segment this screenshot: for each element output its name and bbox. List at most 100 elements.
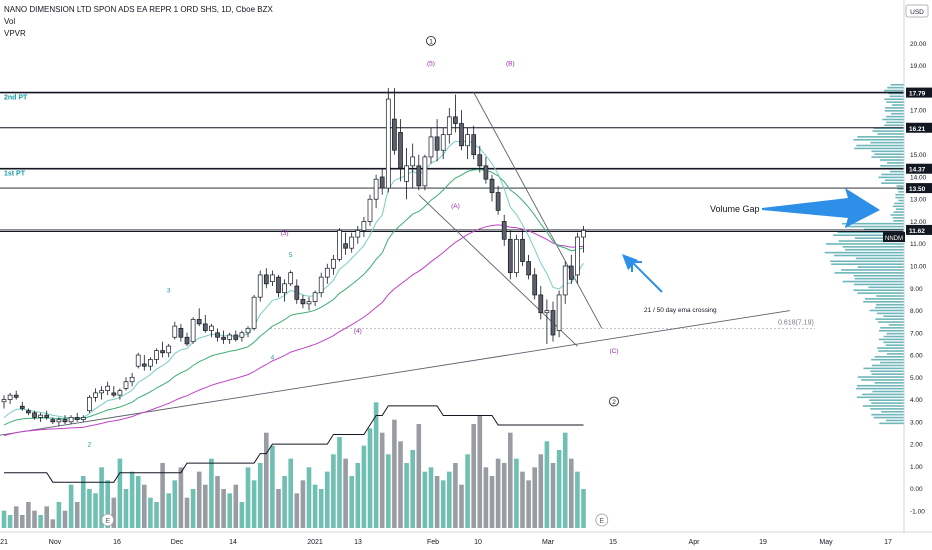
vpvr-bar — [897, 188, 904, 190]
volume-bar — [373, 402, 379, 528]
candle-body — [575, 236, 580, 276]
volume-average-line — [4, 405, 584, 483]
volume-bar — [294, 493, 300, 528]
wave-label: (A) — [451, 203, 460, 210]
price-tag-bg — [906, 87, 932, 98]
candle-body — [416, 165, 422, 187]
vpvr-bar — [841, 222, 904, 225]
volume-bar — [99, 467, 104, 528]
volume-bar — [306, 467, 312, 528]
vpvr-bar — [834, 254, 904, 257]
candle-body — [355, 230, 361, 238]
earnings-label: E — [599, 518, 604, 525]
vpvr-bar — [853, 138, 904, 141]
candle-body — [331, 258, 336, 269]
price-tick: 12.00 — [910, 219, 927, 226]
vpvr-bar — [870, 141, 904, 144]
wave-label: 1 — [429, 38, 433, 45]
volume-bar — [135, 476, 141, 528]
vpvr-bar — [894, 202, 904, 205]
candle-body — [19, 405, 25, 409]
vpvr-bar — [869, 309, 904, 312]
volume-bar — [7, 515, 13, 528]
candle-body — [26, 410, 31, 414]
volume-bar — [1, 510, 7, 528]
price-tick: 2.00 — [910, 442, 923, 449]
vpvr-bar — [871, 373, 904, 375]
vpvr-bar — [886, 115, 904, 118]
volume-bar — [447, 471, 452, 528]
vpvr-bar — [875, 306, 904, 309]
vpvr-bar — [896, 185, 904, 187]
vpvr-bar — [895, 208, 904, 211]
price-tag: 13.50 — [909, 186, 926, 193]
symbol-tag-bg — [883, 232, 905, 243]
fib-label: 0.618(7.19) — [778, 320, 814, 327]
time-tick: Nov — [49, 539, 62, 546]
volume-bar — [172, 480, 178, 528]
price-tick: 7.00 — [910, 330, 923, 337]
volume-bar — [428, 467, 434, 528]
vpvr-bar — [877, 133, 904, 135]
wave-circle — [426, 35, 436, 46]
candle-body — [270, 274, 275, 282]
vpvr-bar — [883, 335, 904, 338]
vpvr-bar — [871, 402, 904, 404]
volume-bar — [184, 497, 190, 528]
vpvr-bar — [889, 95, 904, 98]
vpvr-bar — [885, 419, 904, 422]
vpvr-bar — [888, 92, 904, 95]
price-tick: 10.00 — [910, 264, 927, 271]
volume-bar — [343, 458, 348, 528]
candle-body — [62, 419, 68, 423]
vpvr-bar — [898, 199, 904, 202]
candle-body — [233, 334, 239, 340]
time-tick: Apr — [689, 539, 701, 546]
candle-body — [477, 154, 483, 167]
candle-body — [117, 390, 123, 396]
wave-label: 5 — [289, 252, 293, 259]
candle-body — [56, 419, 62, 423]
candle-body — [1, 399, 7, 403]
volume-bar — [117, 458, 123, 528]
volume-bar — [367, 428, 373, 528]
volume-bar — [68, 484, 74, 528]
candle-body — [568, 265, 574, 280]
volume-gap-arrow — [762, 188, 880, 228]
candle-body — [581, 230, 586, 238]
time-tick: 10 — [474, 539, 482, 546]
vpvr-bar — [854, 147, 904, 150]
volume-bar — [386, 454, 391, 528]
candle-body — [373, 178, 379, 200]
wave-label: (B) — [506, 61, 515, 68]
vpvr-bar — [869, 399, 904, 402]
volume-bar — [331, 454, 336, 528]
candle-body — [166, 345, 172, 354]
candle-body — [379, 176, 385, 189]
candle-body — [483, 165, 489, 180]
price-tick: 20.00 — [910, 41, 927, 48]
volume-bar — [361, 445, 367, 528]
volume-bar — [434, 476, 440, 528]
vpvr-bar — [887, 86, 904, 89]
candle-body — [398, 132, 403, 169]
indicator-vpvr-label[interactable]: VPVR — [4, 29, 26, 38]
indicator-vol-label[interactable]: Vol — [4, 17, 16, 26]
volume-bar — [440, 480, 446, 528]
vpvr-bar — [883, 315, 904, 318]
price-tag: 16.21 — [909, 126, 926, 133]
price-tag: 14.37 — [909, 167, 926, 174]
vpvr-bar — [893, 211, 904, 213]
candle-body — [202, 323, 208, 331]
time-tick: 13 — [354, 539, 362, 546]
volume-bar — [318, 489, 324, 528]
candle-body — [135, 354, 141, 367]
price-tick: 1.00 — [910, 464, 923, 471]
vpvr-bar — [856, 387, 904, 390]
time-tick: 2021 — [307, 539, 323, 546]
candle-body — [294, 285, 300, 300]
vpvr-bar — [864, 298, 904, 300]
vpvr-bar — [898, 191, 904, 193]
vpvr-bar — [874, 153, 904, 156]
